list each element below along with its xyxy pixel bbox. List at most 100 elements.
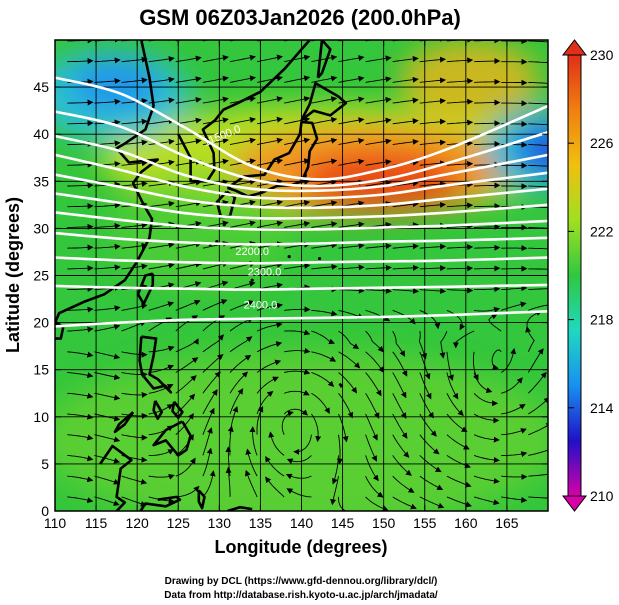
streamline [336,434,343,465]
coastline [316,40,332,79]
streamline [446,98,474,105]
streamline [528,81,548,84]
streamline [527,371,547,394]
streamline [265,476,285,498]
streamline [229,371,249,394]
footer-line-1: Drawing by DCL (https://www.gfd-dennou.o… [165,576,438,587]
streamline [392,264,419,271]
streamline [175,76,202,83]
streamline [365,309,391,322]
streamline [392,413,408,439]
streamline [67,475,94,483]
streamline [94,57,121,64]
streamline [528,123,548,126]
streamline [94,496,120,506]
streamline [202,389,218,415]
streamline [528,301,548,311]
streamline [175,96,202,104]
streamline [419,181,446,188]
streamline [365,96,392,104]
x-tick-label: 125 [167,515,191,531]
streamline [446,78,474,85]
contour-label: 2300.0 [248,267,282,279]
streamline [256,302,283,311]
streamline [284,75,311,83]
streamline [528,144,548,146]
colorbar-tick-label: 210 [590,488,614,504]
streamline [446,223,474,230]
streamline [311,158,338,166]
streamline [148,201,175,208]
streamline [528,185,548,188]
streamline [528,268,548,270]
colorbar-bottom-triangle [561,495,588,512]
colorbar: 230 226 222 218 214 210 [561,39,614,512]
height-contour [55,256,548,265]
streamline [365,243,392,250]
streamline [501,285,528,292]
streamline [392,434,410,458]
streamline [446,57,474,64]
streamline [365,372,382,397]
streamline [94,243,121,250]
streamline [419,118,446,125]
temp-blob-green-mid [110,170,290,290]
height-contour [55,153,548,200]
streamline [121,118,148,125]
streamline [148,56,175,63]
x-tick-label: 115 [85,515,108,531]
x-tick-label: 165 [495,515,519,531]
x-tick-label: 110 [44,515,67,531]
streamline [121,434,148,441]
streamline [419,265,447,272]
streamline [501,496,528,503]
streamline [229,137,256,146]
streamline [67,223,94,230]
streamline [474,244,501,251]
coastline [152,400,164,420]
colorbar-tick-label: 230 [590,47,614,63]
coastline [171,400,184,419]
streamline [121,391,148,398]
streamline [474,99,501,106]
streamline [365,76,392,83]
streamline [148,384,174,394]
streamline [528,40,548,43]
streamline [338,413,349,443]
streamline [67,306,94,313]
grid-lines [55,40,548,511]
streamline [202,137,229,146]
height-contour [55,211,548,231]
streamline [365,138,392,146]
streamline [365,117,392,125]
streamline [148,301,175,311]
streamline [281,410,294,435]
colorbar-tick-label: 222 [590,223,614,239]
streamline [121,160,148,167]
streamline [257,116,283,125]
streamline [148,473,175,480]
streamline [175,55,202,63]
streamline [229,117,256,125]
streamline [419,77,446,84]
streamline [245,469,258,498]
streamline [202,299,228,311]
streamline [311,242,338,249]
streamline [311,351,337,362]
streamline [256,390,274,415]
streamline [474,286,501,293]
streamline [419,393,434,419]
streamline [365,393,380,419]
streamline [365,159,392,166]
streamline [446,496,472,508]
streamline [365,179,392,187]
streamline [474,78,501,85]
streamline [501,451,528,458]
streamline [175,485,200,498]
height-contour [55,310,548,328]
y-tick-label: 30 [33,220,49,236]
streamline [257,96,283,104]
streamline [311,413,322,443]
streamline [418,331,427,360]
streamline [528,447,548,456]
